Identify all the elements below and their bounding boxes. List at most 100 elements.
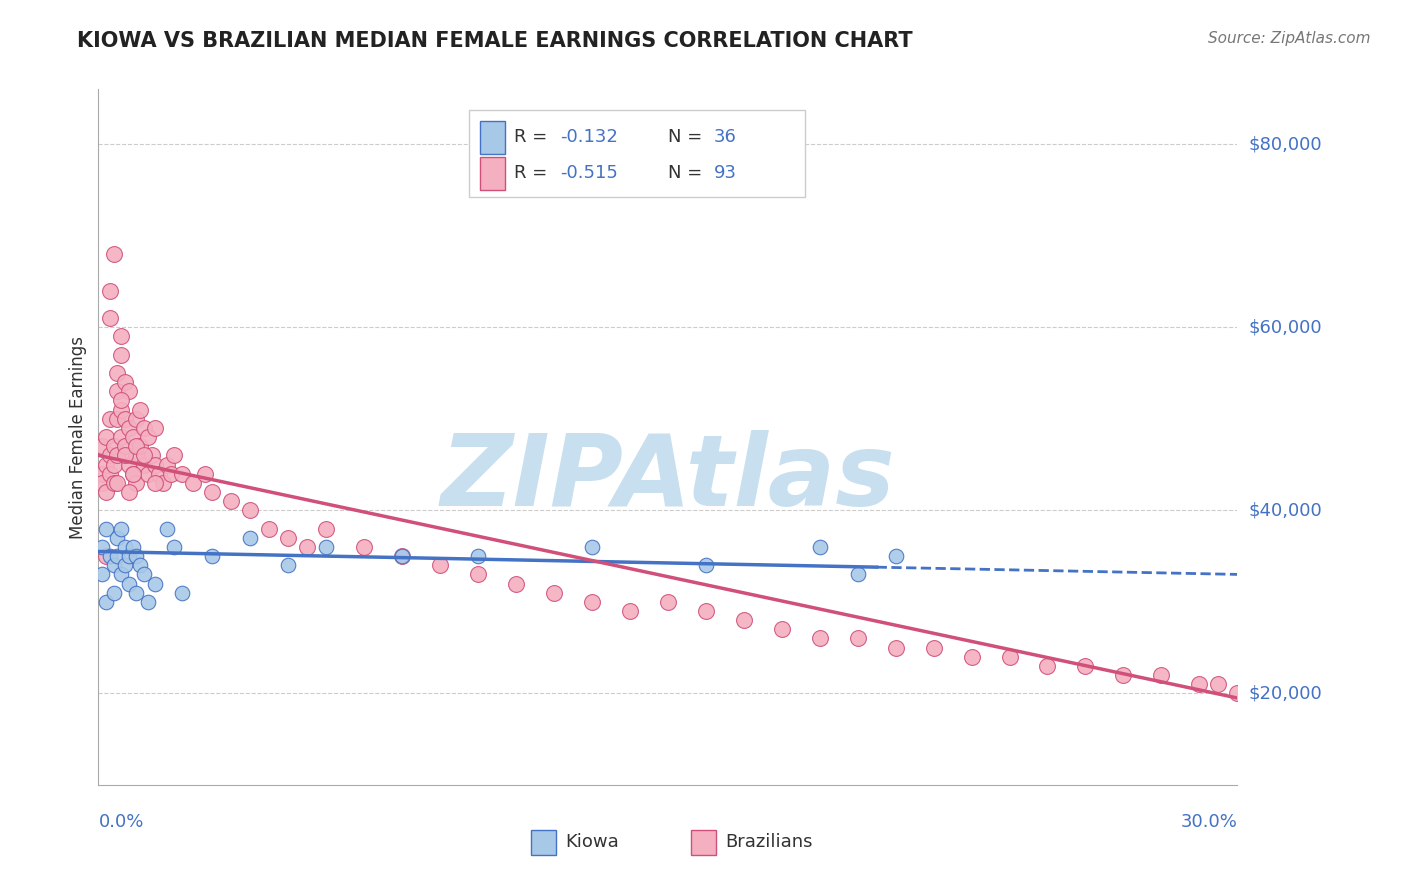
Point: [429, 558, 451, 573]
Point: [391, 549, 413, 563]
Point: [884, 640, 907, 655]
Text: ZIPAtlas: ZIPAtlas: [440, 430, 896, 527]
Text: $60,000: $60,000: [1249, 318, 1322, 336]
Point: [1150, 668, 1173, 682]
Point: [159, 467, 181, 481]
Point: [132, 458, 155, 472]
Point: [121, 540, 143, 554]
Point: [201, 485, 224, 500]
FancyBboxPatch shape: [690, 830, 716, 855]
Point: [695, 558, 717, 573]
Point: [91, 475, 114, 490]
Point: [183, 475, 205, 490]
Point: [129, 558, 152, 573]
Point: [107, 449, 129, 463]
Text: 0.0%: 0.0%: [98, 813, 143, 830]
Point: [107, 411, 129, 425]
FancyBboxPatch shape: [479, 120, 505, 154]
Point: [170, 467, 193, 481]
Point: [619, 604, 641, 618]
Point: [145, 458, 167, 472]
Point: [114, 540, 136, 554]
Point: [125, 449, 148, 463]
Point: [121, 430, 143, 444]
Point: [221, 494, 243, 508]
Point: [129, 439, 152, 453]
Point: [98, 284, 121, 298]
Text: Kiowa: Kiowa: [565, 833, 619, 851]
Point: [136, 467, 159, 481]
Point: [1074, 659, 1097, 673]
Point: [1208, 677, 1230, 691]
Point: [118, 384, 141, 399]
Point: [110, 567, 132, 582]
Text: 30.0%: 30.0%: [1181, 813, 1237, 830]
Point: [657, 595, 679, 609]
Point: [259, 522, 281, 536]
Text: 93: 93: [713, 164, 737, 182]
Point: [125, 549, 148, 563]
Point: [114, 411, 136, 425]
Point: [91, 540, 114, 554]
Point: [145, 576, 167, 591]
Point: [277, 558, 299, 573]
Point: [201, 549, 224, 563]
Point: [132, 421, 155, 435]
Point: [125, 585, 148, 599]
Point: [110, 393, 132, 408]
FancyBboxPatch shape: [479, 157, 505, 190]
Point: [467, 549, 489, 563]
Point: [136, 430, 159, 444]
Point: [277, 531, 299, 545]
Point: [118, 549, 141, 563]
Point: [110, 522, 132, 536]
Point: [98, 311, 121, 326]
Point: [114, 449, 136, 463]
Point: [107, 531, 129, 545]
Point: [121, 467, 143, 481]
Point: [118, 458, 141, 472]
Point: [98, 549, 121, 563]
Point: [107, 384, 129, 399]
Text: N =: N =: [668, 164, 702, 182]
Point: [110, 329, 132, 343]
Point: [121, 467, 143, 481]
Point: [695, 604, 717, 618]
Point: [960, 649, 983, 664]
Point: [110, 402, 132, 417]
Text: -0.132: -0.132: [560, 128, 617, 146]
Point: [129, 402, 152, 417]
Point: [94, 430, 117, 444]
Point: [884, 549, 907, 563]
Point: [1226, 686, 1249, 700]
FancyBboxPatch shape: [468, 110, 804, 197]
Point: [103, 458, 125, 472]
Point: [91, 467, 114, 481]
Point: [94, 595, 117, 609]
Point: [581, 595, 603, 609]
Point: [239, 503, 262, 517]
Text: R =: R =: [515, 128, 547, 146]
Point: [118, 421, 141, 435]
Point: [297, 540, 319, 554]
Point: [91, 567, 114, 582]
Point: [1112, 668, 1135, 682]
Point: [145, 421, 167, 435]
Point: [103, 439, 125, 453]
Point: [770, 623, 793, 637]
Text: R =: R =: [515, 164, 547, 182]
Point: [1188, 677, 1211, 691]
Y-axis label: Median Female Earnings: Median Female Earnings: [69, 335, 87, 539]
Point: [94, 522, 117, 536]
Point: [114, 558, 136, 573]
Point: [998, 649, 1021, 664]
Point: [107, 475, 129, 490]
Point: [391, 549, 413, 563]
Point: [194, 467, 217, 481]
Point: [94, 458, 117, 472]
Point: [156, 522, 179, 536]
Text: Brazilians: Brazilians: [725, 833, 813, 851]
Point: [148, 467, 170, 481]
Point: [733, 613, 755, 627]
Point: [163, 540, 186, 554]
